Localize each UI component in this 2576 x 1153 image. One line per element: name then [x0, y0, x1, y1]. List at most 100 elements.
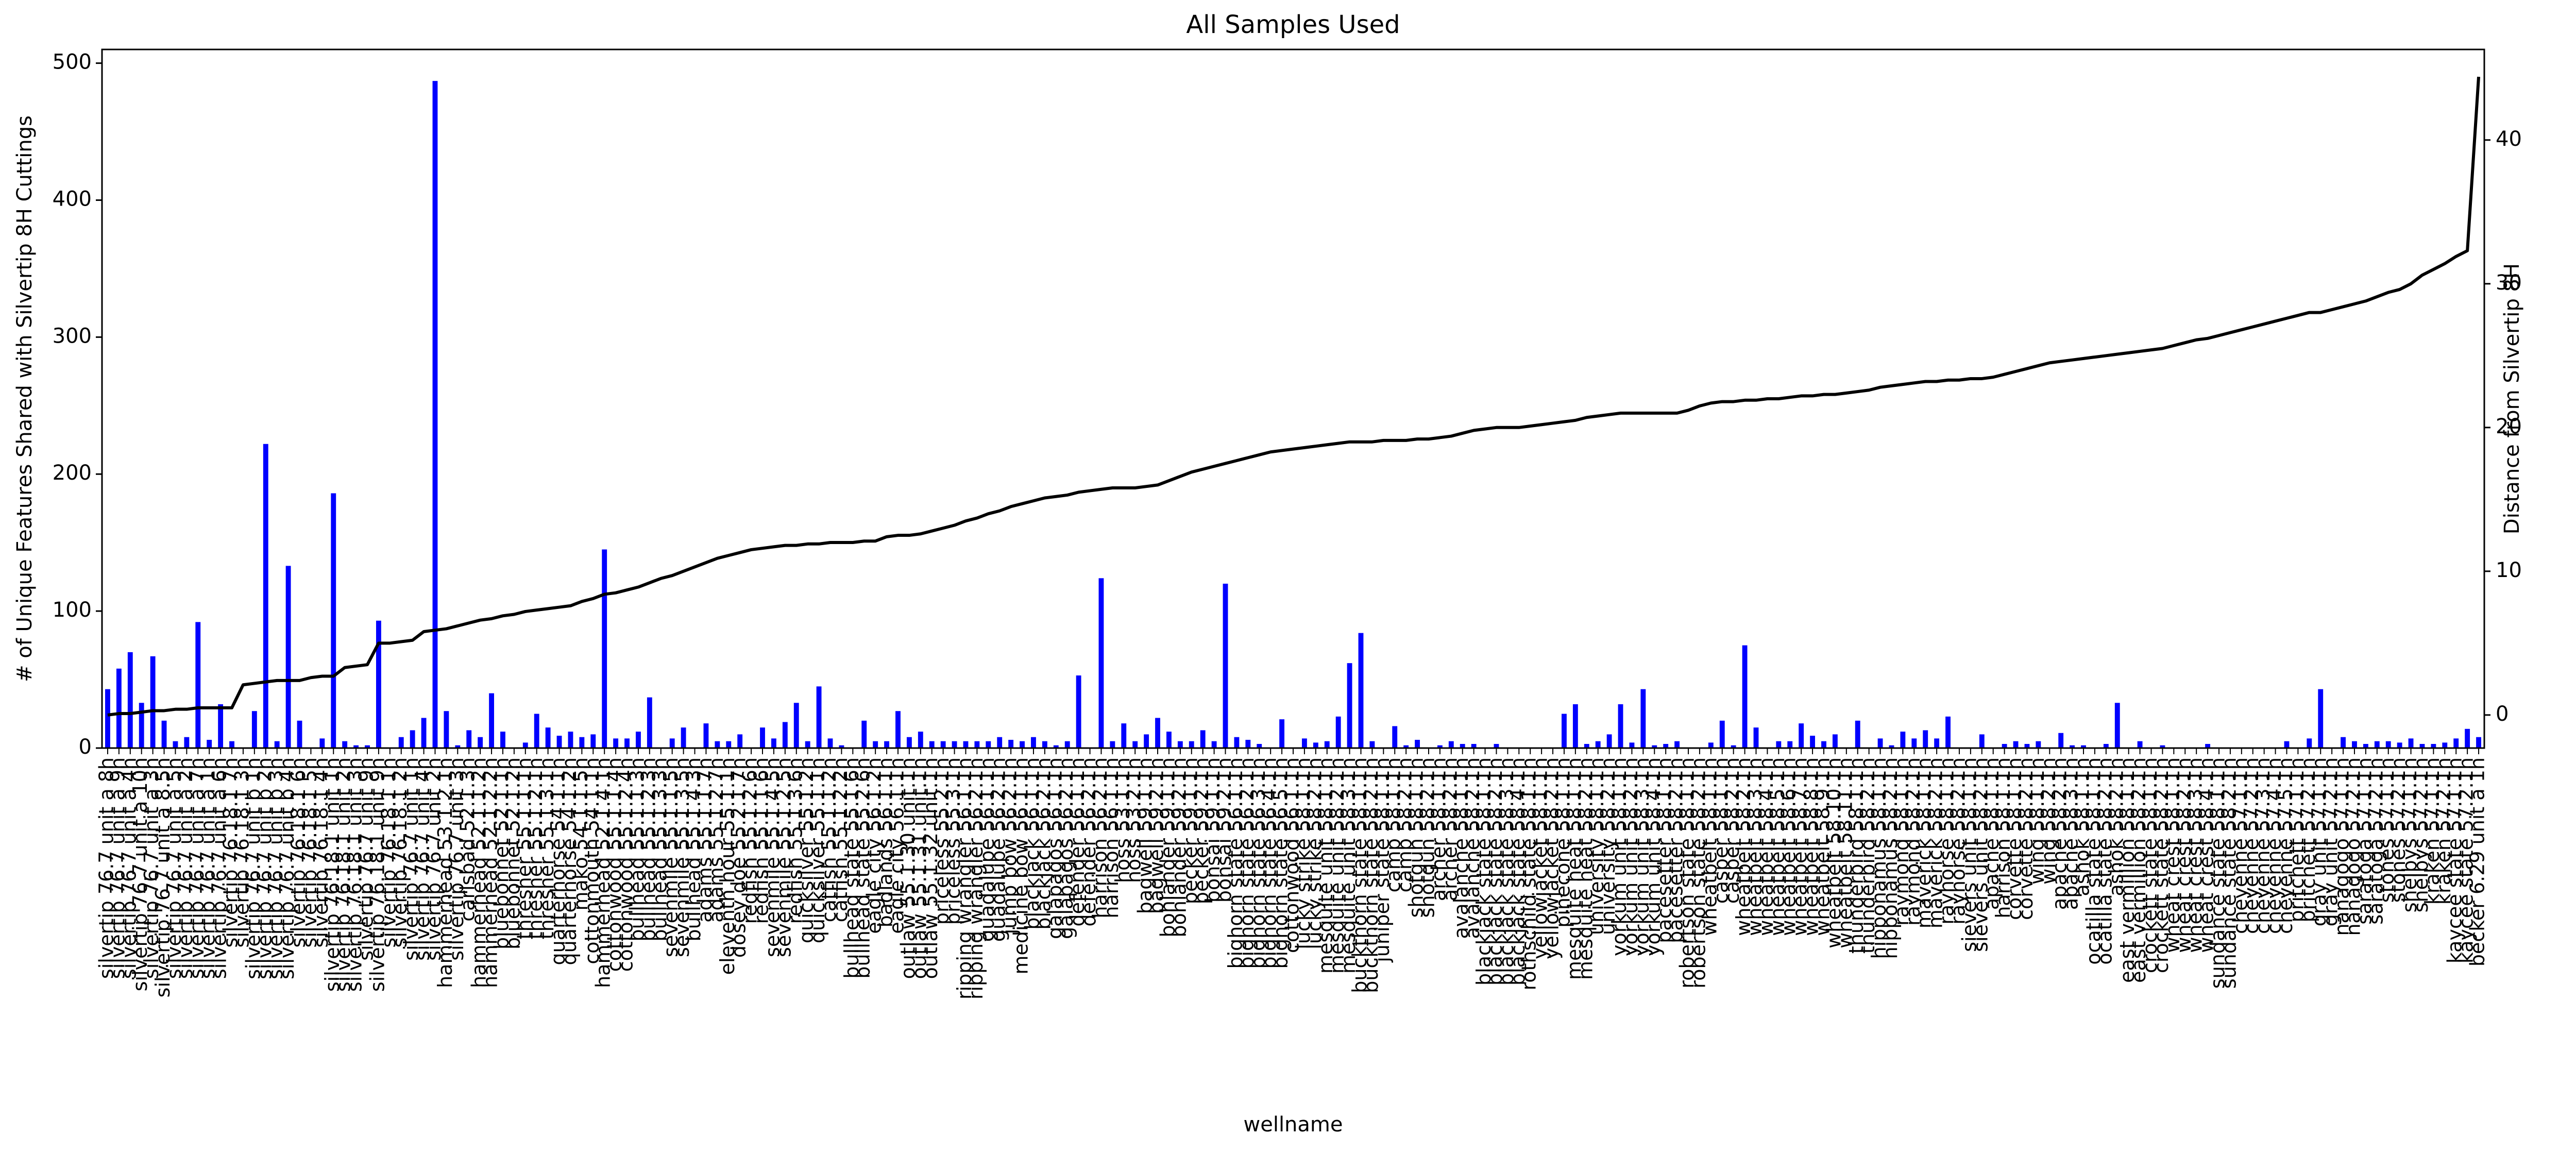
bar: [1821, 741, 1826, 748]
bar: [376, 620, 381, 748]
bar: [398, 737, 404, 748]
x-tick-label: thresher 55.1.1.1h: [513, 757, 535, 939]
bar: [1403, 745, 1409, 748]
x-tick-label: silvertip 76.18.1 1h: [377, 757, 400, 947]
bar: [805, 741, 810, 748]
bar: [2397, 742, 2402, 748]
x-tick-label: quarterhorse 54.1.2h: [558, 757, 581, 965]
x-tick-label: silvertip 76.18.1 6h: [287, 757, 310, 947]
bar: [647, 697, 652, 748]
bar: [963, 741, 969, 748]
x-tick-label: lucky strike 58.2.1h: [1303, 757, 1326, 949]
y2-tick-label: 40: [2496, 127, 2522, 151]
x-tick-label: cheyenne 57.5.1h: [2274, 757, 2297, 934]
bar: [726, 741, 732, 748]
x-tick-label: hammerhead 52.1.4.1h: [592, 757, 615, 988]
x-tick-label: ocatilla state 58.1.1h: [2082, 757, 2105, 965]
x-tick-label: mesquite heat 58.1.1h: [1563, 757, 1585, 980]
bar: [1799, 723, 1804, 748]
bar: [1708, 742, 1714, 748]
bar: [173, 741, 178, 748]
bar: [455, 745, 461, 748]
x-tick-label: raymond 58.2.1h: [1902, 757, 1924, 926]
x-tick-label: camp 58.2.1h: [1394, 757, 1416, 892]
bar: [681, 727, 686, 748]
x-tick-label: pecker 59.2.1h: [1190, 757, 1213, 904]
bar: [590, 734, 596, 748]
x-tick-label: mesquite unit 58.3.1h: [1337, 757, 1360, 974]
x-tick-label: blackjack state 58.1.1h: [1472, 757, 1495, 986]
bar: [715, 741, 720, 748]
x-tick-label: blackjack 56.2.1h: [1032, 757, 1055, 930]
x-tick-label: robertson state 58.1.1h: [1676, 757, 1699, 989]
x-tick-label: silvertip 76.7 unit b 1h: [242, 757, 264, 979]
x-tick-label: sievers unit 58.1.1h: [1958, 757, 1980, 952]
bar: [274, 741, 280, 748]
x-tick-label: silvertip 76.7 unit a 6h: [208, 757, 231, 979]
bar: [2024, 744, 2030, 748]
bar: [410, 730, 415, 748]
x-tick-label: harrison 56.2.1h: [1089, 757, 1111, 919]
x-tick-label: bighorn state 56.2.1h: [1235, 757, 1258, 969]
bar: [1042, 741, 1047, 748]
bar: [522, 742, 528, 748]
x-tick-label: wheatbelt 58.1.1h: [1698, 757, 1721, 936]
bar: [929, 741, 935, 748]
x-tick-label: guadalupe 56.2.1h: [987, 757, 1010, 942]
x-tick-label: quicksilver 55.1.1h: [806, 757, 829, 943]
x-tick-label: shotgun 58.1.1h: [1405, 757, 1428, 918]
y2-tick-label: 30: [2496, 271, 2522, 295]
x-tick-label: mesquite unit 58.2.1h: [1326, 757, 1348, 974]
bar: [1663, 744, 1669, 748]
x-tick-label: silvertip 76.7 unit a 1h: [197, 757, 219, 979]
y-tick-label: 300: [53, 324, 92, 348]
x-tick-label: hipponamus 58.2.1h: [1879, 757, 1902, 959]
x-tick-label: silvertip 76.7 unit b 2h: [253, 757, 276, 979]
bar: [1923, 730, 1928, 748]
chart-title: All Samples Used: [1186, 10, 1400, 39]
x-tick-label: saratoga 57.2.1h: [2364, 757, 2387, 925]
x-tick-label: wheatbelt 58.2.1h: [1732, 757, 1755, 936]
bar: [353, 745, 359, 748]
x-tick-label: apache 58.2.1h: [2048, 757, 2071, 910]
x-tick-label: ripping wrangler 56.2.1h: [964, 757, 987, 999]
bar: [556, 736, 562, 748]
bar: [105, 689, 110, 748]
x-tick-label: rothschild state 58.1.1h: [1518, 757, 1540, 990]
x-tick-label: becker 6.29 unit a 1h: [2466, 757, 2489, 967]
x-tick-label: outlaw 55.1.30.unit.1h: [896, 757, 919, 979]
x-tick-label: apache 58.3.1h: [2060, 757, 2082, 910]
x-tick-label: bagwell 59.2.1h: [1145, 757, 1168, 914]
bar: [229, 741, 234, 748]
x-tick-label: crockett state 58.1.1h: [2139, 757, 2161, 973]
bar: [2205, 744, 2211, 748]
bar: [2013, 741, 2019, 748]
bar: [1855, 720, 1860, 748]
bar: [1731, 745, 1736, 748]
x-tick-label: nanagogo 57.2.1h: [2342, 757, 2364, 936]
bar: [579, 737, 585, 748]
bar: [251, 711, 257, 748]
bar: [839, 745, 844, 748]
bar: [669, 738, 675, 748]
x-tick-label: shelbys 57.1.1h: [2398, 757, 2421, 912]
x-tick-label: defender 56.2.1h: [1077, 757, 1100, 927]
bar: [1347, 663, 1352, 748]
x-tick-label: adams 55.1.1.7h: [693, 757, 716, 923]
x-tick-label: hammerhead 52.1.1.2h: [468, 757, 490, 988]
bar: [1460, 744, 1465, 748]
bar: [1211, 741, 1217, 748]
bar: [2374, 741, 2380, 748]
x-tick-label: silvertip 76.7 unit a 3h: [140, 757, 163, 979]
bar: [1877, 738, 1883, 748]
x-tick-label: gray unit 57.1.1h: [2308, 757, 2331, 926]
bar: [1494, 744, 1499, 748]
x-tick-label: bagwell 59.1.1h: [1134, 757, 1157, 914]
bar: [1945, 716, 1951, 748]
x-tick-label: avalanche 58.1.1h: [1450, 757, 1472, 939]
bar: [1900, 732, 1906, 748]
bar: [2036, 741, 2041, 748]
y2-tick-label: 20: [2496, 415, 2522, 438]
bar: [613, 738, 619, 748]
x-tick-label: bighorn state 56.3.1h: [1247, 757, 1269, 969]
